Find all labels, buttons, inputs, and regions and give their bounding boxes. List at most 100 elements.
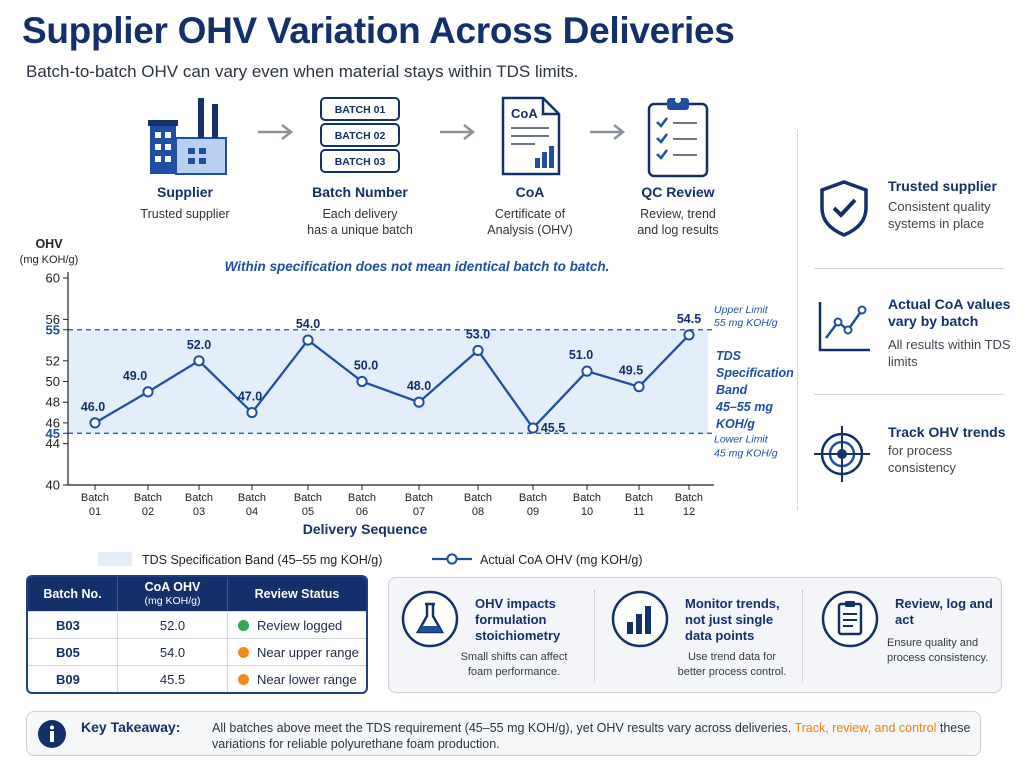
batch-label: BATCH 02 xyxy=(335,130,386,142)
x-tick-label: 06 xyxy=(356,506,368,518)
data-point xyxy=(302,334,314,346)
flow-step-desc: Review, trend and log results xyxy=(637,207,719,237)
legend-line-marker xyxy=(446,553,458,565)
arrow-right-icon xyxy=(258,124,294,140)
cell-status: Near upper range xyxy=(228,639,366,665)
data-point xyxy=(356,375,368,388)
band-label: Band xyxy=(716,383,748,397)
target-icon xyxy=(814,426,870,482)
info-heading: Track OHV trends xyxy=(888,424,1006,440)
flow-step-name: CoA xyxy=(515,184,545,200)
legend-line-label: Actual CoA OHV (mg KOH/g) xyxy=(480,553,643,567)
x-tick-label: Batch xyxy=(573,492,601,504)
flow-step-desc: Certificate of Analysis (OHV) xyxy=(487,207,573,237)
data-label: 54.5 xyxy=(677,312,701,326)
card-heading: Monitor trends, not just single data poi… xyxy=(685,596,780,643)
band-label: KOH/g xyxy=(716,417,755,431)
table-row: B03 52.0 Review logged xyxy=(28,611,366,638)
cell-ohv: 52.0 xyxy=(118,612,228,638)
info-separator xyxy=(814,268,1004,269)
x-tick-label: Batch xyxy=(348,492,376,504)
band-label: Specification xyxy=(716,366,794,380)
card-heading: Review, log and act xyxy=(895,596,993,627)
data-point xyxy=(413,396,425,408)
y-tick-label: 45 xyxy=(46,426,60,441)
y-tick-label: 52 xyxy=(46,353,60,368)
x-tick-label: 03 xyxy=(193,506,205,518)
cell-ohv: 54.0 xyxy=(118,639,228,665)
chart-annotation: Within specification does not mean ident… xyxy=(225,259,610,274)
card-heading: OHV impacts formulation stoichiometry xyxy=(475,596,561,643)
card-divider xyxy=(594,590,595,682)
status-dot-orange xyxy=(238,646,249,658)
header-status: Review Status xyxy=(254,587,340,601)
legend-band-label: TDS Specification Band (45–55 mg KOH/g) xyxy=(142,553,382,567)
x-tick-label: Batch xyxy=(185,492,213,504)
card-review-log: Review, log and act Ensure quality and p… xyxy=(809,578,1009,694)
upper-limit-value: 55 mg KOH/g xyxy=(714,317,778,329)
takeaway-text: All batches above meet the TDS requireme… xyxy=(212,721,971,751)
x-tick-label: Batch xyxy=(238,492,266,504)
table-header: Batch No. CoA OHV (mg KOH/g) Review Statu… xyxy=(28,577,366,611)
line-trend-icon xyxy=(818,302,870,352)
batch-label: BATCH 03 xyxy=(335,156,386,168)
x-tick-label: Batch xyxy=(405,492,433,504)
x-tick-label: 02 xyxy=(142,506,154,518)
legend-band-swatch xyxy=(98,552,132,566)
x-tick-label: 10 xyxy=(581,506,593,518)
y-tick-label: 50 xyxy=(46,374,60,389)
info-panel-divider xyxy=(797,130,798,510)
cell-ohv: 45.5 xyxy=(118,666,228,692)
card-divider xyxy=(802,590,803,682)
coa-doc-label: CoA xyxy=(511,106,538,121)
process-flow: Supplier Trusted supplier BATCH 01 BATCH… xyxy=(100,92,780,242)
upper-limit-label: Upper Limit xyxy=(714,304,769,316)
x-tick-label: 12 xyxy=(683,506,695,518)
data-point xyxy=(633,381,645,393)
info-text: Consistent quality systems in place xyxy=(888,199,991,231)
series-line-actual-coa-ohv xyxy=(94,334,690,430)
data-point xyxy=(581,365,593,377)
lower-limit-value: 45 mg KOH/g xyxy=(714,447,778,459)
x-tick-label: 09 xyxy=(527,506,539,518)
flow-step-name: Batch Number xyxy=(312,184,408,200)
document-icon: CoA xyxy=(501,96,561,176)
clipboard-list-icon xyxy=(821,590,879,648)
data-point xyxy=(683,329,695,341)
key-takeaway: Key Takeaway: All batches above meet the… xyxy=(26,711,981,756)
data-point xyxy=(89,417,101,429)
data-label: 49.0 xyxy=(123,369,147,383)
info-icon xyxy=(38,720,66,748)
lower-limit-label: Lower Limit xyxy=(714,433,769,445)
cell-status: Review logged xyxy=(228,612,366,638)
page-title: Supplier OHV Variation Across Deliveries xyxy=(22,10,735,51)
data-point xyxy=(142,386,154,398)
x-axis-label: Delivery Sequence xyxy=(303,521,428,537)
review-table: Batch No. CoA OHV (mg KOH/g) Review Statu… xyxy=(26,575,368,694)
band-label: TDS xyxy=(716,349,742,363)
y-axis-label: OHV xyxy=(35,237,63,251)
y-tick-label: 55 xyxy=(46,322,60,337)
x-tick-label: Batch xyxy=(464,492,492,504)
cell-batch: B05 xyxy=(28,639,118,665)
data-label: 47.0 xyxy=(238,390,262,404)
status-dot-orange xyxy=(238,673,249,685)
spec-band xyxy=(68,329,708,434)
data-label: 49.5 xyxy=(619,364,643,378)
arrow-right-icon xyxy=(590,124,626,140)
info-text: All results within TDS limits xyxy=(888,337,1011,369)
table-row: B05 54.0 Near upper range xyxy=(28,638,366,665)
y-axis-unit: (mg KOH/g) xyxy=(20,254,79,266)
card-text: Use trend data for better process contro… xyxy=(677,651,787,678)
data-label: 45.5 xyxy=(541,421,565,435)
data-label: 51.0 xyxy=(569,348,593,362)
info-track-trends: Track OHV trends for process consistency xyxy=(814,424,1014,514)
data-label: 54.0 xyxy=(296,317,320,331)
flow-step-name: QC Review xyxy=(641,184,715,200)
info-trusted-supplier: Trusted supplier Consistent quality syst… xyxy=(814,178,1014,268)
data-point xyxy=(527,422,539,434)
bar-chart-icon xyxy=(611,590,669,648)
data-point xyxy=(193,355,205,367)
y-tick-label: 48 xyxy=(46,395,60,410)
x-tick-label: 01 xyxy=(89,506,101,518)
